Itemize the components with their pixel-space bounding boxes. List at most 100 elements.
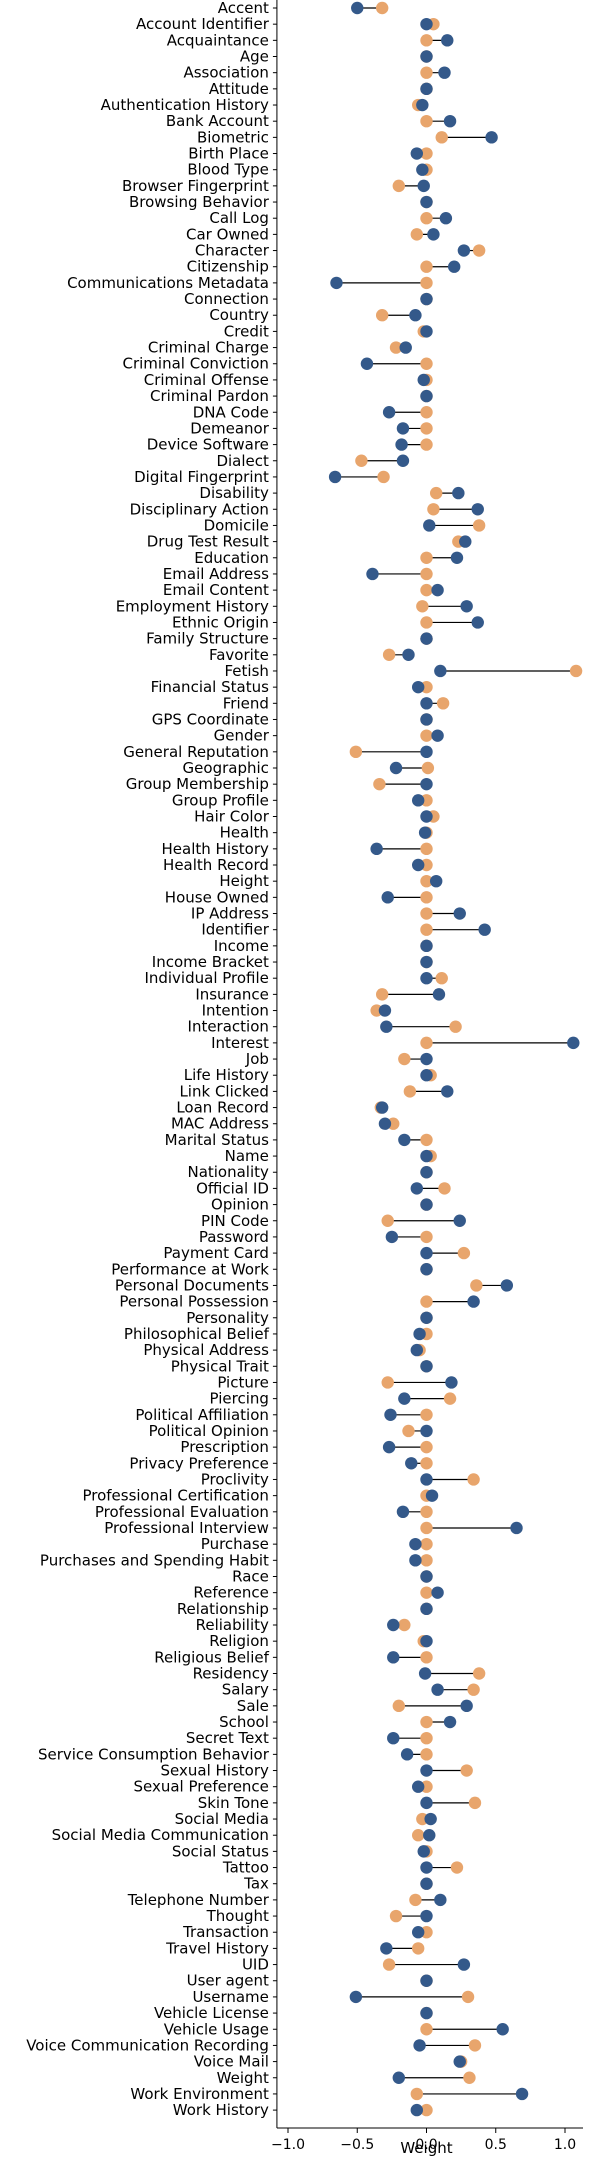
y-tick-label: Religion xyxy=(209,1632,269,1650)
y-tick-label: Service Consumption Behavior xyxy=(38,1745,270,1763)
blue-point xyxy=(349,1990,363,2004)
y-tick-label: Insurance xyxy=(195,985,269,1003)
orange-point xyxy=(420,874,433,888)
blue-point xyxy=(434,1893,447,1907)
orange-point xyxy=(420,842,433,856)
blue-point xyxy=(411,794,425,807)
y-tick-label: Criminal Offense xyxy=(144,371,269,389)
blue-point xyxy=(378,1004,392,1017)
y-tick-label: User agent xyxy=(187,1972,269,1990)
y-tick-label: Health xyxy=(220,824,269,842)
y-tick-label: Performance at Work xyxy=(111,1260,269,1278)
orange-point xyxy=(420,1440,433,1454)
y-tick-label: PIN Code xyxy=(201,1212,269,1230)
y-tick-label: Financial Status xyxy=(151,678,269,696)
orange-point xyxy=(420,438,433,451)
orange-point xyxy=(420,1505,433,1519)
blue-point xyxy=(410,147,424,160)
orange-point xyxy=(420,276,433,290)
y-tick-label: Residency xyxy=(193,1665,269,1683)
orange-point xyxy=(381,1214,394,1227)
orange-point xyxy=(420,729,433,742)
orange-point xyxy=(420,583,433,597)
blue-point xyxy=(351,1,364,15)
blue-point xyxy=(411,858,425,872)
blue-point xyxy=(420,939,433,953)
y-tick-label: Username xyxy=(192,1988,268,2006)
y-tick-label: Purchase xyxy=(201,1535,269,1553)
blue-point xyxy=(382,406,396,419)
y-tick-label: Marital Status xyxy=(165,1131,269,1149)
blue-point xyxy=(450,551,464,564)
blue-point xyxy=(380,1942,393,1955)
blue-point xyxy=(418,1667,432,1680)
blue-point xyxy=(420,1974,433,1987)
y-tick-label: Identifier xyxy=(201,921,269,939)
blue-point xyxy=(387,1651,400,1664)
orange-point xyxy=(467,1473,480,1486)
blue-point xyxy=(402,648,415,661)
y-tick-label: Weight xyxy=(217,2069,269,2087)
connector-lines xyxy=(335,7,577,2111)
blue-point xyxy=(453,2055,466,2068)
orange-point xyxy=(460,1764,473,1777)
orange-point xyxy=(411,1829,425,1842)
orange-point xyxy=(449,1020,462,1033)
y-tick-label: Intention xyxy=(202,1002,269,1020)
orange-point xyxy=(461,1990,475,2004)
blue-point xyxy=(410,1343,424,1357)
orange-point xyxy=(436,697,450,710)
blue-point xyxy=(409,1554,422,1567)
blue-point xyxy=(405,1457,418,1470)
blue-point xyxy=(387,1618,400,1632)
orange-point xyxy=(389,341,403,354)
y-tick-label: Vehicle License xyxy=(154,2004,269,2022)
y-tick-label: Official ID xyxy=(196,1179,269,1197)
blue-point xyxy=(471,616,484,629)
y-tick-label: Family Structure xyxy=(146,630,269,648)
blue-point xyxy=(360,357,374,370)
orange-point xyxy=(349,745,363,759)
blue-point xyxy=(409,1537,422,1551)
blue-point xyxy=(453,1214,466,1227)
y-tick-label: Individual Profile xyxy=(144,969,268,987)
y-tick-label: Acquaintance xyxy=(167,31,269,49)
y-tick-label: Domicile xyxy=(204,516,269,534)
orange-point xyxy=(420,1036,433,1050)
y-tick-label: Geographic xyxy=(183,759,269,777)
blue-point xyxy=(375,1101,389,1114)
blue-point xyxy=(485,131,498,144)
blue-point xyxy=(431,729,444,742)
y-tick-label: Thought xyxy=(206,1907,269,1925)
orange-point xyxy=(382,1958,396,1971)
orange-point xyxy=(375,988,389,1001)
y-tick-label: Privacy Preference xyxy=(129,1454,268,1472)
blue-point xyxy=(420,1764,433,1777)
y-tick-label: Sale xyxy=(237,1697,269,1715)
blue-point xyxy=(420,777,433,791)
y-tick-label: Piercing xyxy=(210,1390,269,1408)
y-tick-label: Drug Test Result xyxy=(147,533,269,551)
orange-point xyxy=(420,1457,433,1470)
y-tick-label: Communications Metadata xyxy=(67,274,269,292)
orange-point xyxy=(382,648,396,661)
y-tick-label: Tax xyxy=(243,1875,269,1893)
y-tick-label: Association xyxy=(183,64,268,82)
y-tick-label: Group Membership xyxy=(126,775,269,793)
orange-point xyxy=(472,519,486,532)
orange-point xyxy=(420,2023,433,2036)
orange-point xyxy=(420,406,433,419)
orange-point xyxy=(420,1748,433,1761)
orange-point xyxy=(457,1246,471,1260)
y-tick-label: Car Owned xyxy=(186,225,269,243)
blue-point xyxy=(410,1182,424,1195)
y-tick-label: Education xyxy=(194,549,269,567)
y-tick-label: Health History xyxy=(162,840,270,858)
blue-point xyxy=(420,972,433,985)
y-tick-label: Vehicle Usage xyxy=(164,2020,269,2038)
blue-point xyxy=(460,600,473,613)
y-tick-label: Personal Documents xyxy=(115,1276,269,1294)
blue-point xyxy=(395,438,408,451)
y-tick-label: Criminal Charge xyxy=(148,339,269,357)
